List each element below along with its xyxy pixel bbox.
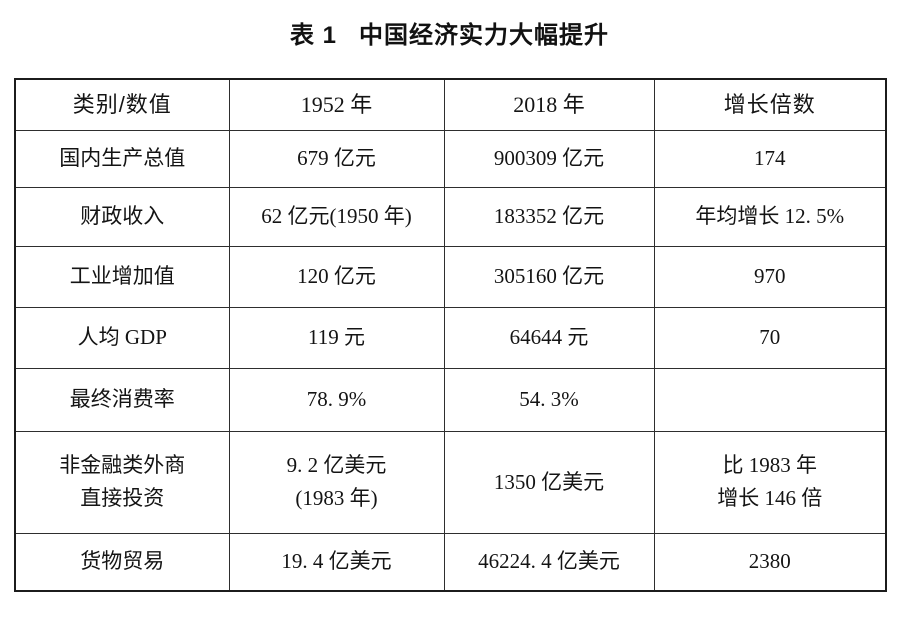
column-header-1952: 1952 年 (228, 78, 445, 131)
table-row-goods-trade: 货物贸易 19. 4 亿美元 46224. 4 亿美元 2380 (14, 532, 887, 592)
table-row-fdi: 非金融类外商 直接投资 9. 2 亿美元 (1983 年) 1350 亿美元 比… (14, 430, 887, 534)
table-cell: 财政收入 (14, 186, 230, 247)
table-cell: 62 亿元(1950 年) (228, 186, 445, 247)
table-cell: 货物贸易 (14, 532, 230, 592)
table-caption-label: 表 1 (289, 22, 337, 49)
header-row: 类别/数值 1952 年 2018 年 增长倍数 (14, 78, 887, 131)
table-cell: 174 (653, 129, 887, 188)
table-cell: 2380 (653, 532, 887, 592)
table-cell: 1350 亿美元 (443, 430, 655, 534)
table-row-fiscal-revenue: 财政收入 62 亿元(1950 年) 183352 亿元 年均增长 12. 5% (14, 186, 887, 247)
table-row-consumption-rate: 最终消费率 78. 9% 54. 3% (14, 367, 887, 432)
table-cell: 46224. 4 亿美元 (443, 532, 655, 592)
table-cell: 非金融类外商 直接投资 (14, 430, 230, 534)
table-cell: 970 (653, 245, 887, 308)
table-cell: 119 元 (228, 306, 445, 369)
table-cell (653, 367, 887, 432)
table-cell: 国内生产总值 (14, 129, 230, 188)
table-cell: 70 (653, 306, 887, 369)
table-cell: 64644 元 (443, 306, 655, 369)
table-cell: 19. 4 亿美元 (228, 532, 445, 592)
table-cell: 9. 2 亿美元 (1983 年) (228, 430, 445, 534)
table-cell: 人均 GDP (14, 306, 230, 369)
table-cell: 最终消费率 (14, 367, 230, 432)
table-row-gdp: 国内生产总值 679 亿元 900309 亿元 174 (14, 129, 887, 188)
table-cell: 900309 亿元 (443, 129, 655, 188)
table-cell: 183352 亿元 (443, 186, 655, 247)
table-cell: 54. 3% (443, 367, 655, 432)
table-cell: 工业增加值 (14, 245, 230, 308)
column-header-category: 类别/数值 (14, 78, 230, 131)
column-header-2018: 2018 年 (443, 78, 655, 131)
table-row-industrial-value: 工业增加值 120 亿元 305160 亿元 970 (14, 245, 887, 308)
column-header-growth: 增长倍数 (653, 78, 887, 131)
table-cell: 679 亿元 (228, 129, 445, 188)
economy-table: 类别/数值 1952 年 2018 年 增长倍数 国内生产总值 679 亿元 9… (14, 78, 887, 592)
table-caption: 表 1 中国经济实力大幅提升 (0, 0, 899, 50)
table-caption-title: 中国经济实力大幅提升 (359, 22, 609, 49)
table-cell: 305160 亿元 (443, 245, 655, 308)
table-cell: 年均增长 12. 5% (653, 186, 887, 247)
table-cell: 比 1983 年 增长 146 倍 (653, 430, 887, 534)
table-cell: 78. 9% (228, 367, 445, 432)
table-row-gdp-per-capita: 人均 GDP 119 元 64644 元 70 (14, 306, 887, 369)
table-cell: 120 亿元 (228, 245, 445, 308)
